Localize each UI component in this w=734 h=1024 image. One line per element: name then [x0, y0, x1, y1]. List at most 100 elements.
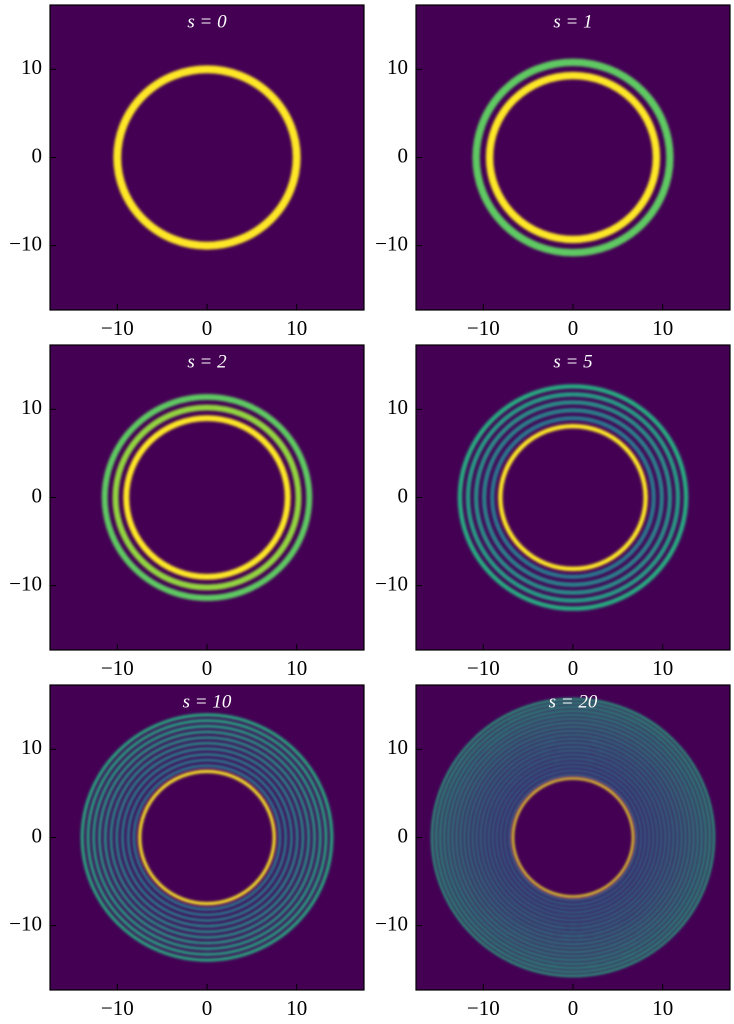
x-tick-label: 10 — [652, 656, 673, 680]
y-tick-label: 0 — [398, 143, 409, 167]
ring — [503, 769, 643, 906]
x-tick-label: −10 — [467, 656, 500, 680]
x-tick-label: 0 — [202, 316, 213, 340]
x-tick-label: 10 — [286, 996, 307, 1020]
y-tick-label: 0 — [32, 823, 43, 847]
y-tick-label: −10 — [9, 911, 42, 935]
ring — [138, 769, 276, 906]
ring — [132, 764, 282, 911]
ring — [97, 730, 317, 945]
y-tick-label: −10 — [375, 571, 408, 595]
ring — [457, 384, 689, 611]
ring — [463, 729, 683, 946]
ring — [467, 733, 679, 942]
ring — [126, 758, 288, 917]
x-tick-label: 0 — [568, 996, 579, 1020]
ring — [86, 719, 328, 956]
rings — [431, 697, 715, 978]
ring — [112, 404, 302, 591]
ring — [123, 415, 291, 580]
x-tick-label: 0 — [202, 996, 213, 1020]
x-tick-label: −10 — [467, 996, 500, 1020]
y-tick-label: −10 — [9, 231, 42, 255]
ring — [491, 757, 655, 918]
y-tick-label: 10 — [387, 395, 408, 419]
panel: −10 0 10 −10 0 10 s = 5 — [375, 344, 731, 680]
ring — [459, 725, 687, 950]
panel-title: s = 0 — [187, 11, 227, 32]
rings — [457, 384, 689, 611]
ring — [465, 392, 681, 603]
y-tick-label: 10 — [21, 735, 42, 759]
x-tick-label: 10 — [286, 316, 307, 340]
y-tick-label: 10 — [387, 735, 408, 759]
ring — [439, 705, 707, 970]
ring — [490, 415, 656, 580]
plot-background — [50, 685, 364, 990]
ring — [109, 741, 305, 934]
ring — [447, 713, 699, 962]
plot-background — [416, 5, 730, 310]
rings — [101, 394, 313, 601]
ring — [487, 753, 659, 922]
panel-title: s = 2 — [187, 351, 227, 372]
ring — [473, 400, 673, 595]
x-tick-label: 0 — [568, 656, 579, 680]
ring — [435, 701, 711, 974]
panel: −10 0 10 −10 0 10 s = 10 — [9, 684, 365, 1020]
ring — [511, 777, 635, 898]
ring — [481, 408, 665, 587]
ring — [471, 737, 675, 938]
panel-title: s = 5 — [553, 351, 592, 372]
x-tick-label: 0 — [568, 316, 579, 340]
panel-title: s = 1 — [553, 11, 592, 32]
ring — [472, 58, 674, 257]
y-tick-label: 0 — [398, 483, 409, 507]
panel: −10 0 10 −10 0 10 s = 2 — [9, 344, 365, 680]
y-tick-label: 0 — [398, 823, 409, 847]
ring — [443, 709, 703, 966]
ring — [495, 761, 651, 914]
ring — [120, 752, 294, 923]
ring — [101, 394, 313, 601]
ring — [455, 721, 691, 954]
ring — [115, 747, 299, 928]
ring — [483, 749, 663, 926]
plot-background — [416, 345, 730, 650]
panel: −10 0 10 −10 0 10 s = 1 — [375, 4, 731, 340]
panel-title: s = 10 — [183, 691, 232, 712]
x-tick-label: 10 — [652, 316, 673, 340]
x-tick-label: 0 — [202, 656, 213, 680]
panel: −10 0 10 −10 0 10 s = 20 — [375, 684, 731, 1020]
ring — [431, 697, 715, 978]
ring — [498, 423, 648, 572]
rings — [113, 65, 301, 250]
ring — [92, 724, 322, 951]
y-tick-label: 0 — [32, 483, 43, 507]
plot-background — [50, 345, 364, 650]
ring — [475, 741, 671, 934]
x-tick-label: 10 — [286, 656, 307, 680]
ring — [103, 735, 311, 940]
ring — [113, 65, 301, 250]
x-tick-label: −10 — [101, 656, 134, 680]
rings — [472, 58, 674, 257]
x-tick-label: −10 — [101, 996, 134, 1020]
plot-background — [50, 5, 364, 310]
y-tick-label: 0 — [32, 143, 43, 167]
y-tick-label: −10 — [375, 231, 408, 255]
y-tick-label: 10 — [387, 55, 408, 79]
ring — [451, 717, 695, 958]
x-tick-label: 10 — [652, 996, 673, 1020]
rings — [80, 713, 334, 962]
ring — [499, 765, 647, 910]
ring — [507, 773, 639, 902]
y-tick-label: −10 — [9, 571, 42, 595]
y-tick-label: −10 — [375, 911, 408, 935]
y-tick-label: 10 — [21, 395, 42, 419]
panel-title: s = 20 — [549, 691, 598, 712]
panel: −10 0 10 −10 0 10 s = 0 — [9, 4, 365, 340]
x-tick-label: −10 — [467, 316, 500, 340]
x-tick-label: −10 — [101, 316, 134, 340]
